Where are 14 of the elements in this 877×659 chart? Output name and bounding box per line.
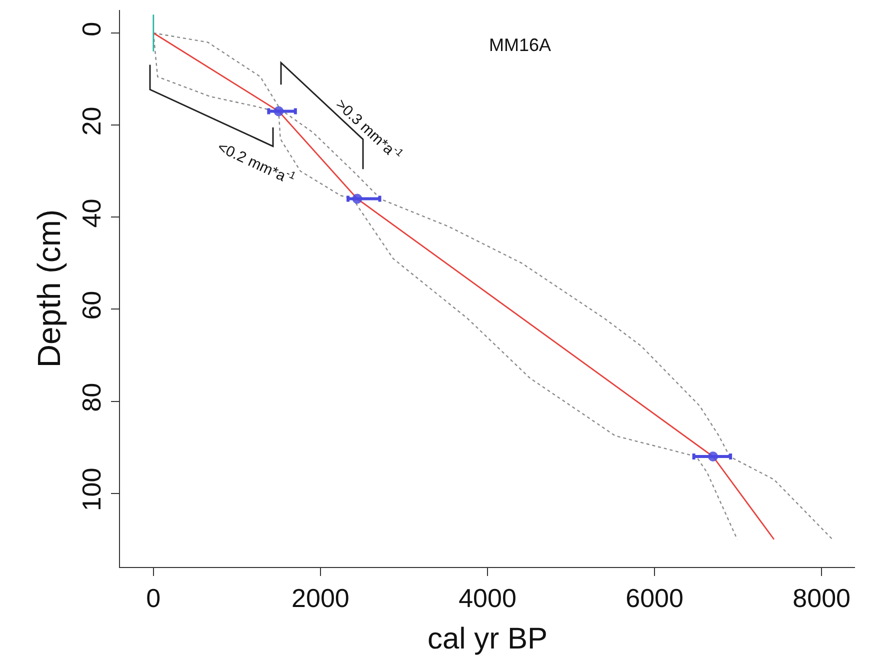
x-tick-label: 0 (146, 583, 161, 614)
x-tick-label: 6000 (626, 583, 684, 614)
y-axis-title: Depth (cm) (30, 209, 67, 368)
y-tick-label: 100 (76, 468, 107, 512)
y-tick-label: 0 (76, 22, 107, 36)
x-tick-label: 4000 (458, 583, 516, 614)
y-tick-label: 20 (76, 106, 107, 136)
y-tick-label: 40 (76, 198, 107, 228)
y-tick-label: 60 (76, 290, 107, 320)
x-axis-title: cal yr BP (427, 622, 548, 656)
y-tick-label: 80 (76, 382, 107, 412)
x-tick-label: 8000 (792, 583, 851, 614)
x-tick-label: 2000 (292, 583, 350, 614)
text: MM16A (489, 35, 552, 55)
